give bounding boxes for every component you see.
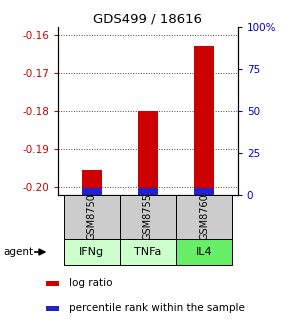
Bar xyxy=(82,188,101,195)
Text: IFNg: IFNg xyxy=(79,247,104,257)
Bar xyxy=(64,195,120,239)
Title: GDS499 / 18616: GDS499 / 18616 xyxy=(93,13,202,26)
Text: GSM8755: GSM8755 xyxy=(143,193,153,240)
Text: agent: agent xyxy=(3,247,33,257)
Bar xyxy=(82,170,101,195)
Bar xyxy=(138,111,158,195)
Bar xyxy=(120,195,176,239)
Text: percentile rank within the sample: percentile rank within the sample xyxy=(68,303,244,313)
Bar xyxy=(64,239,120,265)
Bar xyxy=(176,239,232,265)
Bar xyxy=(46,306,59,311)
Bar xyxy=(120,239,176,265)
Bar xyxy=(46,281,59,286)
Text: log ratio: log ratio xyxy=(68,278,112,288)
Bar xyxy=(194,188,214,195)
Bar xyxy=(176,195,232,239)
Bar xyxy=(138,188,158,195)
Text: TNFa: TNFa xyxy=(134,247,162,257)
Text: IL4: IL4 xyxy=(196,247,212,257)
Text: GSM8750: GSM8750 xyxy=(87,193,97,240)
Bar xyxy=(194,46,214,195)
Text: GSM8760: GSM8760 xyxy=(199,193,209,240)
